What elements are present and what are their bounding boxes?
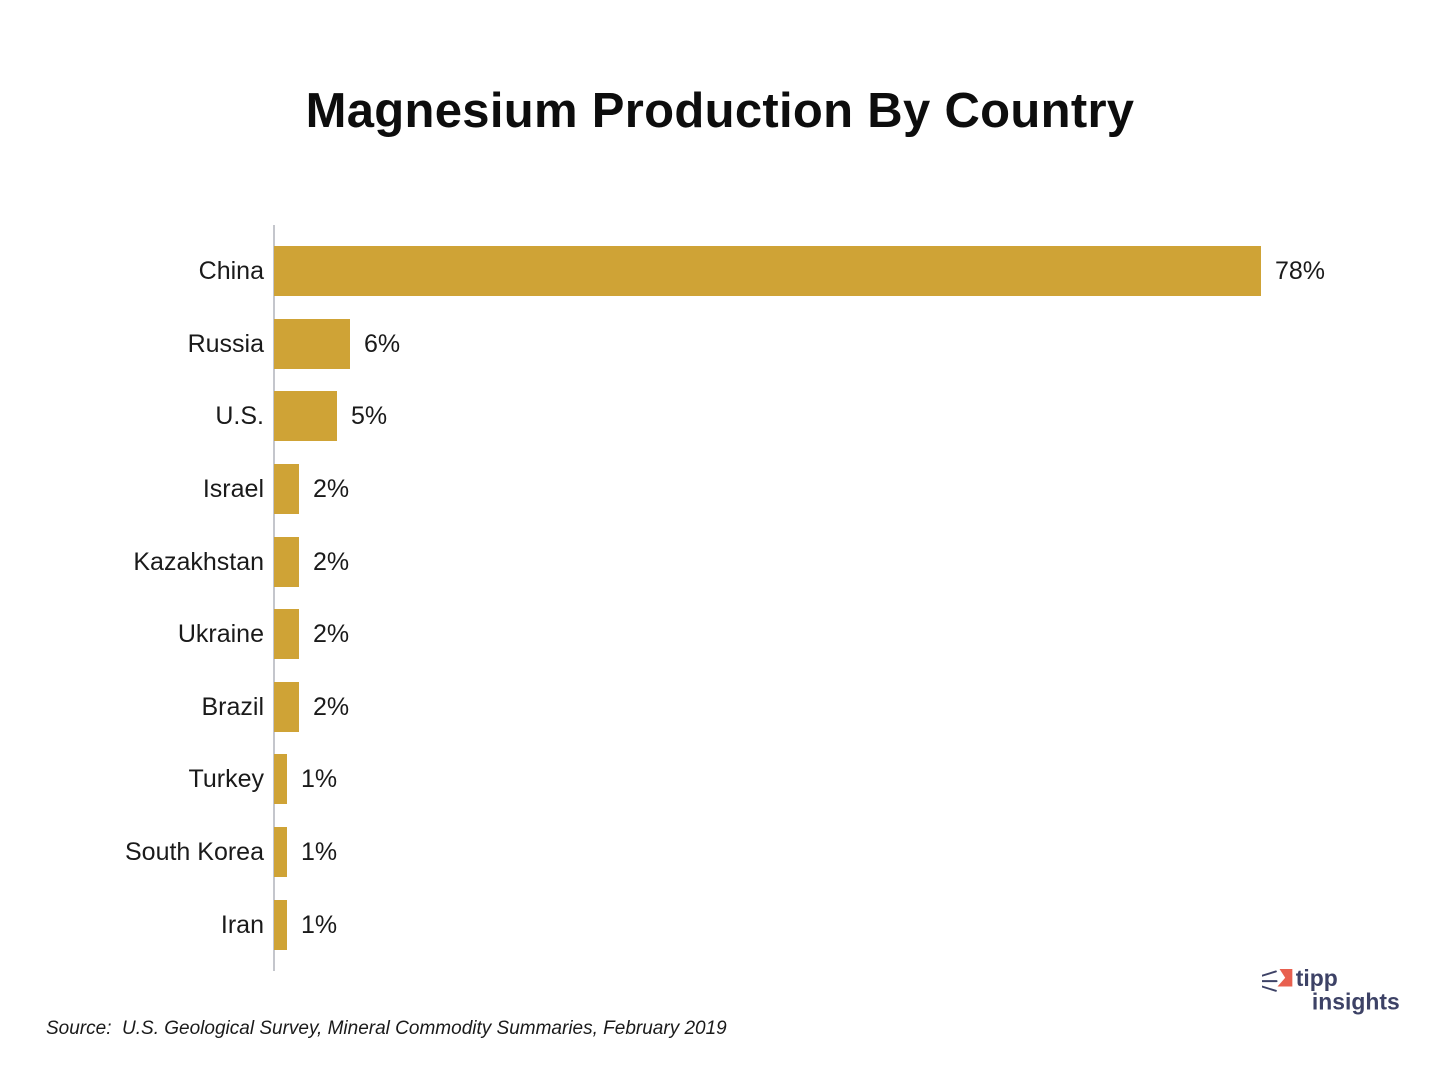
svg-text:insights: insights	[1312, 988, 1400, 1014]
